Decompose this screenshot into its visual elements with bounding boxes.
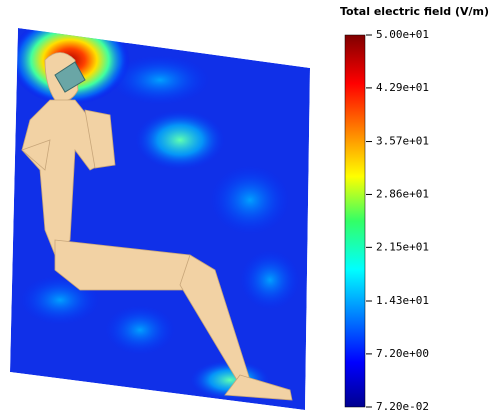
tick-label: 7.20e+00: [376, 347, 429, 360]
tick-label: 1.43e+01: [376, 294, 429, 307]
tick-label: 2.86e+01: [376, 187, 429, 200]
colorbar: [345, 35, 365, 407]
tick-label: 5.00e+01: [376, 28, 429, 41]
tick-label: 7.20e-02: [376, 400, 429, 413]
tick-label: 3.57e+01: [376, 135, 429, 148]
colorbar-title: Total electric field (V/m): [340, 5, 489, 18]
field-view: Total electric field (V/m) 5.00e+01 4.29e…: [0, 0, 491, 416]
tick-label: 4.29e+01: [376, 81, 429, 94]
tick-label: 2.15e+01: [376, 240, 429, 253]
